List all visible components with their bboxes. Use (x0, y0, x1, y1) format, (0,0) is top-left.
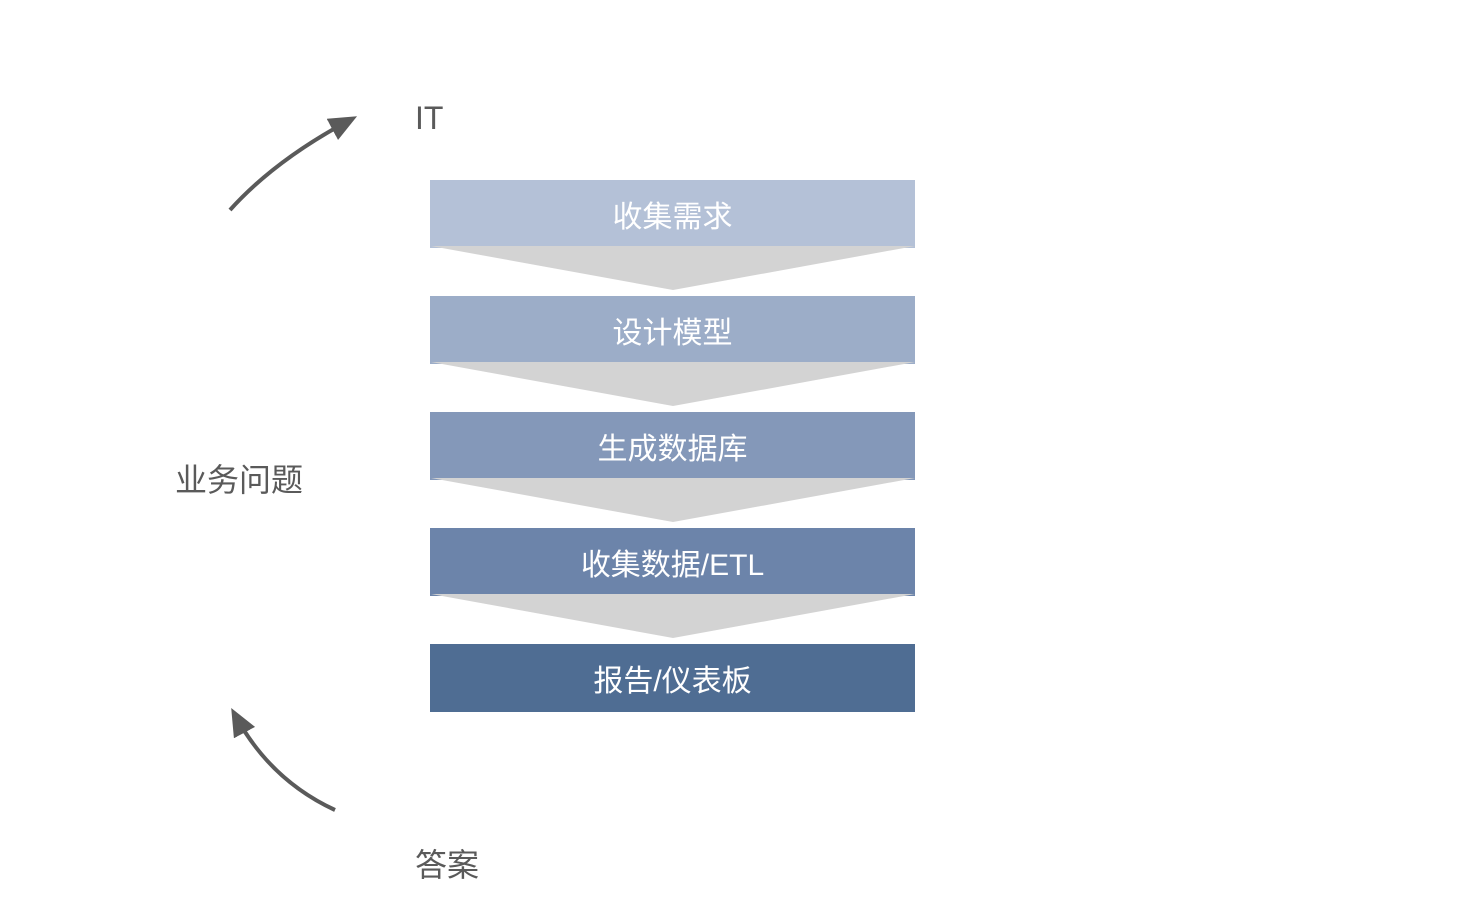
down-arrow-icon (431, 478, 915, 522)
diagram-container: IT 业务问题 答案 收集需求设计模型生成数据库收集数据/ETL 报告/仪表板 (0, 0, 1471, 920)
funnel-stack: 收集需求设计模型生成数据库收集数据/ETL 报告/仪表板 (430, 180, 915, 712)
down-arrow-icon (431, 246, 915, 290)
top-label: IT (415, 100, 443, 137)
funnel-step: 收集需求 (430, 180, 915, 248)
funnel-step-label: 收集数据/ETL (581, 540, 764, 584)
down-arrow-icon (431, 362, 915, 406)
down-arrow-icon (431, 594, 915, 638)
funnel-step: 生成数据库 (430, 412, 915, 480)
funnel-step-label: 收集需求 (613, 192, 733, 236)
arrow-bottom-icon (215, 700, 365, 820)
arrow-top-icon (205, 105, 375, 215)
left-label: 业务问题 (175, 455, 303, 501)
funnel-step: 收集数据/ETL (430, 528, 915, 596)
bottom-label: 答案 (415, 840, 479, 886)
funnel-step-label: 报告/仪表板 (593, 656, 751, 700)
funnel-step-label: 生成数据库 (598, 424, 748, 468)
funnel-step: 设计模型 (430, 296, 915, 364)
funnel-step-label: 设计模型 (613, 308, 733, 352)
funnel-step: 报告/仪表板 (430, 644, 915, 712)
